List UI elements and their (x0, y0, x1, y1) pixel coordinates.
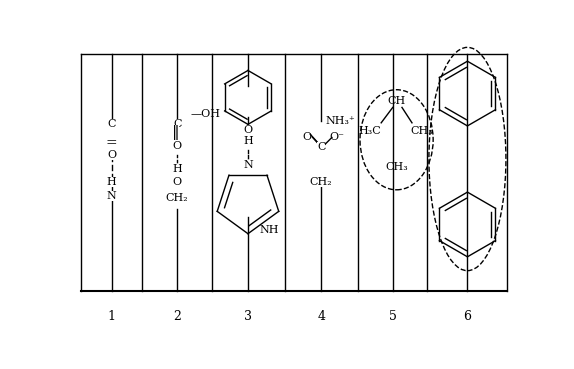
Text: H: H (243, 136, 253, 146)
Text: CH₂: CH₂ (166, 193, 188, 203)
Text: CH: CH (387, 96, 406, 106)
Text: —OH: —OH (191, 109, 221, 119)
Text: O: O (107, 150, 117, 160)
Text: H: H (172, 164, 182, 174)
Text: ‖: ‖ (172, 125, 180, 139)
Text: C: C (317, 142, 325, 152)
Text: C: C (173, 119, 181, 129)
Text: =: = (106, 137, 118, 151)
Text: NH: NH (259, 225, 279, 235)
Text: O: O (302, 132, 312, 142)
Text: H: H (107, 177, 117, 187)
Text: CH₃: CH₃ (385, 162, 408, 172)
Text: CH₂: CH₂ (310, 177, 332, 187)
Text: O: O (243, 125, 253, 135)
Text: H₃C: H₃C (358, 125, 381, 135)
Text: O: O (173, 141, 182, 151)
Text: 1: 1 (108, 310, 116, 323)
Text: O⁻: O⁻ (329, 132, 344, 142)
Text: C: C (107, 119, 116, 130)
Text: 6: 6 (463, 310, 471, 323)
Text: 5: 5 (389, 310, 397, 323)
Text: N: N (107, 191, 117, 201)
Text: O: O (173, 177, 182, 187)
Text: CH₃: CH₃ (410, 125, 433, 135)
Text: N: N (243, 160, 253, 170)
Text: 3: 3 (244, 310, 252, 323)
Text: 2: 2 (173, 310, 181, 323)
Text: NH₃⁺: NH₃⁺ (325, 115, 355, 125)
Text: 4: 4 (317, 310, 325, 323)
